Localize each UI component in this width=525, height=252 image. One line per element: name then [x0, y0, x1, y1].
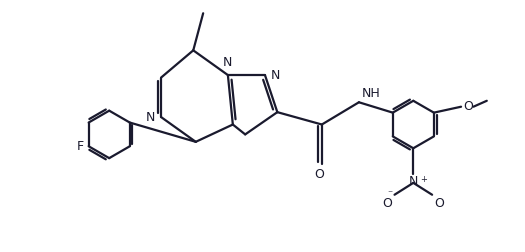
- Text: O: O: [435, 197, 445, 210]
- Text: O: O: [314, 168, 324, 181]
- Text: NH: NH: [361, 87, 380, 100]
- Text: ⁻: ⁻: [387, 190, 392, 200]
- Text: N: N: [271, 69, 280, 82]
- Text: N: N: [223, 56, 233, 69]
- Text: N: N: [408, 175, 418, 188]
- Text: O: O: [382, 197, 392, 210]
- Text: +: +: [420, 175, 427, 184]
- Text: O: O: [464, 100, 474, 113]
- Text: N: N: [146, 111, 155, 123]
- Text: F: F: [77, 140, 83, 153]
